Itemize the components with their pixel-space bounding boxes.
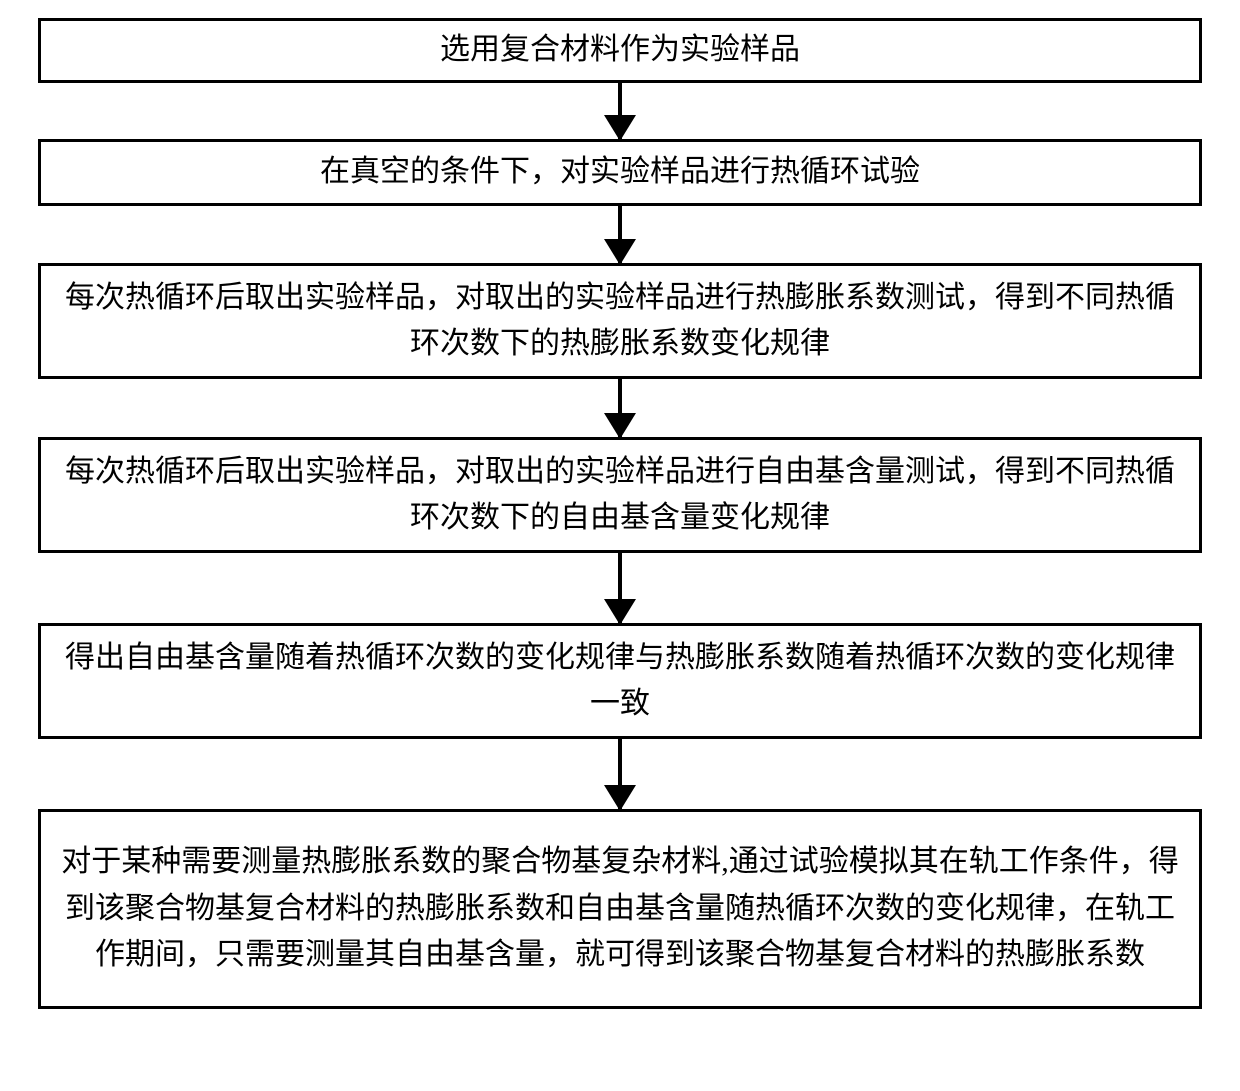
arrow-down-icon — [618, 83, 622, 139]
arrow-down-icon — [618, 206, 622, 263]
flow-arrow-3 — [38, 379, 1202, 437]
flow-step-1: 选用复合材料作为实验样品 — [38, 18, 1202, 83]
flow-arrow-1 — [38, 83, 1202, 139]
arrow-down-icon — [618, 739, 622, 809]
arrow-down-icon — [618, 553, 622, 623]
flow-step-6: 对于某种需要测量热膨胀系数的聚合物基复杂材料,通过试验模拟其在轨工作条件，得到该… — [38, 809, 1202, 1009]
flow-step-3: 每次热循环后取出实验样品，对取出的实验样品进行热膨胀系数测试，得到不同热循环次数… — [38, 263, 1202, 379]
flowchart-container: 选用复合材料作为实验样品在真空的条件下，对实验样品进行热循环试验每次热循环后取出… — [0, 0, 1240, 1091]
flow-arrow-4 — [38, 553, 1202, 623]
flow-step-5: 得出自由基含量随着热循环次数的变化规律与热膨胀系数随着热循环次数的变化规律一致 — [38, 623, 1202, 739]
flow-arrow-5 — [38, 739, 1202, 809]
flow-step-2: 在真空的条件下，对实验样品进行热循环试验 — [38, 139, 1202, 206]
flow-arrow-2 — [38, 206, 1202, 263]
flow-step-4: 每次热循环后取出实验样品，对取出的实验样品进行自由基含量测试，得到不同热循环次数… — [38, 437, 1202, 553]
arrow-down-icon — [618, 379, 622, 437]
